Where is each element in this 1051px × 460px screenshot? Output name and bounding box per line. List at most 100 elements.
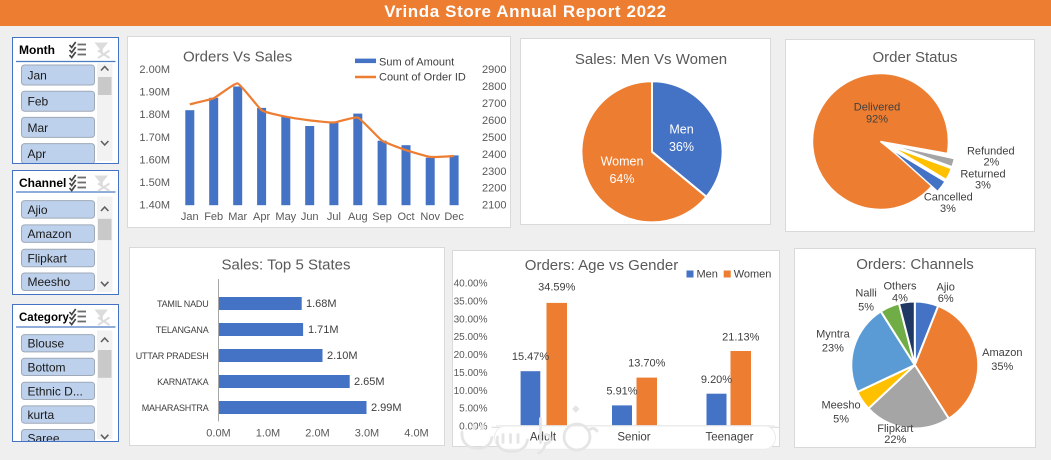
svg-text:3%: 3%: [940, 203, 956, 215]
svg-text:Bottom: Bottom: [27, 360, 65, 374]
svg-text:2.00M: 2.00M: [139, 64, 170, 76]
svg-text:Meesho: Meesho: [27, 275, 70, 289]
svg-text:UTTAR PRADESH: UTTAR PRADESH: [136, 351, 209, 361]
svg-text:Sales: Top 5 States: Sales: Top 5 States: [222, 257, 351, 274]
svg-text:Count of Order ID: Count of Order ID: [379, 71, 466, 83]
svg-text:Mar: Mar: [228, 211, 247, 223]
svg-text:Orders Vs Sales: Orders Vs Sales: [183, 48, 292, 65]
svg-text:Amazon: Amazon: [982, 347, 1022, 359]
svg-text:Category: Category: [19, 312, 69, 324]
svg-text:2800: 2800: [482, 81, 506, 93]
svg-text:Myntra: Myntra: [816, 328, 851, 340]
svg-text:2.99M: 2.99M: [371, 402, 402, 414]
svg-text:Orders: Channels: Orders: Channels: [856, 256, 974, 273]
svg-text:Amazon: Amazon: [27, 227, 71, 241]
svg-text:Nalli: Nalli: [855, 287, 876, 299]
svg-text:4%: 4%: [892, 292, 908, 304]
svg-text:Oct: Oct: [397, 211, 414, 223]
svg-text:2100: 2100: [482, 199, 506, 211]
svg-text:Women: Women: [601, 154, 644, 168]
svg-text:Delivered: Delivered: [854, 102, 900, 114]
svg-text:Saree: Saree: [27, 432, 59, 441]
svg-text:34.59%: 34.59%: [538, 281, 576, 293]
svg-text:4.0M: 4.0M: [404, 428, 428, 440]
svg-text:Apr: Apr: [253, 211, 270, 223]
svg-text:Ethnic D...: Ethnic D...: [27, 384, 82, 398]
svg-text:May: May: [275, 211, 296, 223]
svg-text:2.65M: 2.65M: [354, 376, 385, 388]
svg-text:Refunded: Refunded: [967, 146, 1015, 158]
svg-text:1.50M: 1.50M: [139, 177, 170, 189]
svg-text:30.00%: 30.00%: [453, 314, 487, 325]
svg-text:5%: 5%: [833, 414, 849, 426]
svg-text:2700: 2700: [482, 98, 506, 110]
svg-text:36%: 36%: [669, 140, 694, 154]
svg-text:Feb: Feb: [27, 95, 48, 109]
svg-text:1.90M: 1.90M: [139, 86, 170, 98]
svg-text:5.91%: 5.91%: [606, 385, 637, 397]
svg-text:kurta: kurta: [27, 408, 54, 422]
svg-text:1.40M: 1.40M: [139, 199, 170, 211]
svg-text:2500: 2500: [482, 131, 506, 143]
svg-text:Jan: Jan: [27, 69, 46, 83]
svg-text:Jun: Jun: [300, 211, 318, 223]
svg-text:Women: Women: [733, 268, 771, 280]
svg-text:Channel: Channel: [19, 176, 66, 190]
svg-text:TELANGANA: TELANGANA: [156, 325, 209, 335]
svg-text:1.68M: 1.68M: [306, 298, 337, 310]
svg-text:35.00%: 35.00%: [453, 296, 487, 307]
svg-text:21.13%: 21.13%: [722, 331, 760, 343]
svg-text:1.0M: 1.0M: [256, 428, 280, 440]
svg-text:1.80M: 1.80M: [139, 109, 170, 121]
svg-text:Ajio: Ajio: [936, 282, 954, 294]
svg-text:Returned: Returned: [960, 169, 1005, 181]
svg-text:2600: 2600: [482, 114, 506, 126]
svg-text:25.00%: 25.00%: [453, 332, 487, 343]
svg-text:2400: 2400: [482, 148, 506, 160]
svg-text:23%: 23%: [822, 343, 844, 355]
svg-text:Feb: Feb: [204, 211, 223, 223]
svg-text:Mar: Mar: [27, 121, 48, 135]
svg-text:TAMIL NADU: TAMIL NADU: [157, 299, 209, 309]
svg-text:Men: Men: [696, 268, 717, 280]
svg-text:3%: 3%: [975, 180, 991, 192]
svg-text:Aug: Aug: [348, 211, 368, 223]
svg-text:2.10M: 2.10M: [327, 350, 358, 362]
svg-text:1.70M: 1.70M: [139, 131, 170, 143]
svg-text:2200: 2200: [482, 182, 506, 194]
svg-text:9.20%: 9.20%: [700, 373, 731, 385]
svg-text:Month: Month: [19, 43, 55, 57]
svg-text:Others: Others: [883, 280, 917, 292]
svg-text:13.70%: 13.70%: [628, 357, 666, 369]
svg-text:64%: 64%: [609, 172, 634, 186]
svg-text:35%: 35%: [991, 361, 1013, 373]
svg-text:20.00%: 20.00%: [453, 350, 487, 361]
svg-text:Ajio: Ajio: [27, 203, 47, 217]
svg-text:5%: 5%: [858, 301, 874, 313]
svg-text:1.60M: 1.60M: [139, 154, 170, 166]
svg-text:2%: 2%: [983, 157, 999, 169]
svg-text:Dec: Dec: [444, 211, 464, 223]
svg-text:Apr: Apr: [27, 147, 46, 161]
svg-text:0.00%: 0.00%: [459, 421, 487, 432]
svg-text:Order Status: Order Status: [872, 49, 957, 66]
svg-text:Flipkart: Flipkart: [877, 423, 913, 435]
svg-text:0.0M: 0.0M: [206, 428, 230, 440]
svg-text:92%: 92%: [866, 114, 888, 126]
svg-text:Flipkart: Flipkart: [27, 252, 67, 266]
svg-text:40.00%: 40.00%: [453, 278, 487, 289]
svg-text:1.71M: 1.71M: [308, 324, 339, 336]
svg-text:Jan: Jan: [180, 211, 198, 223]
svg-text:Blouse: Blouse: [27, 337, 64, 351]
svg-text:2.0M: 2.0M: [305, 428, 329, 440]
svg-text:10.00%: 10.00%: [453, 385, 487, 396]
svg-text:3.0M: 3.0M: [355, 428, 379, 440]
svg-text:2300: 2300: [482, 165, 506, 177]
svg-text:22%: 22%: [884, 434, 906, 446]
svg-text:Sales: Men Vs Women: Sales: Men Vs Women: [575, 50, 727, 67]
svg-text:Teenager: Teenager: [707, 433, 755, 445]
svg-text:Meesho: Meesho: [821, 400, 860, 412]
svg-text:Men: Men: [669, 122, 693, 136]
svg-text:KARNATAKA: KARNATAKA: [157, 377, 209, 387]
svg-text:Nov: Nov: [420, 211, 440, 223]
